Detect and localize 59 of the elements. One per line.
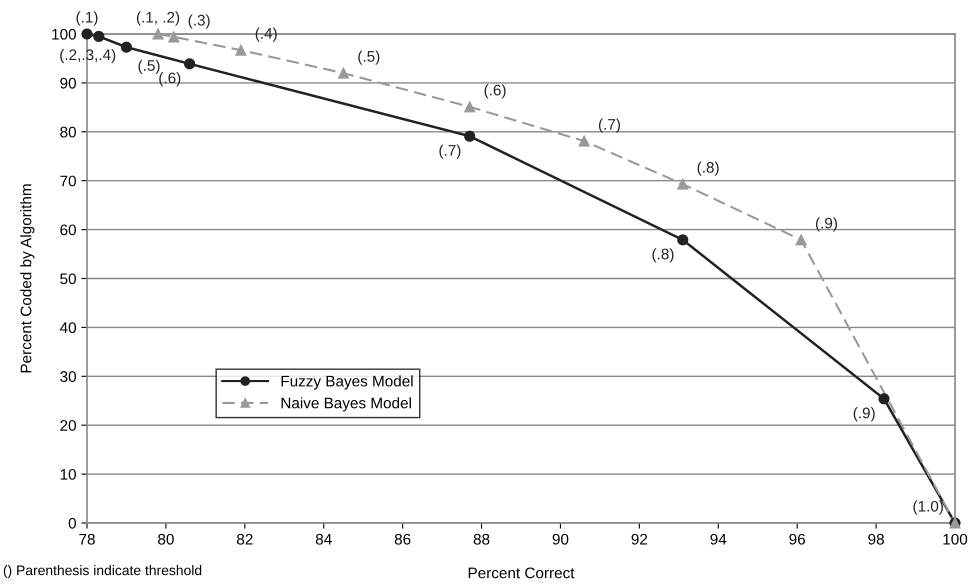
annotation: (.3) <box>188 14 210 29</box>
x-tick-label: 84 <box>316 534 332 545</box>
annotation: (.5) <box>358 50 380 65</box>
x-tick-label: 98 <box>868 534 884 545</box>
annotation: (.9) <box>816 217 837 232</box>
y-tick-label: 60 <box>60 224 76 236</box>
legend-label: Naive Bayes Model <box>282 397 411 412</box>
annotation: (.1, .2) <box>136 11 180 26</box>
point <box>152 28 164 40</box>
annotation: (.7) <box>439 144 460 159</box>
annotation: (.2,.3,.4) <box>60 48 116 64</box>
x-tick-label: 78 <box>79 534 95 545</box>
y-tick-label: 70 <box>60 176 76 186</box>
point <box>677 234 688 246</box>
annotation: (.4) <box>256 28 277 42</box>
x-tick-label: 82 <box>236 534 253 545</box>
annotation: (.1) <box>76 11 98 26</box>
point <box>578 136 590 147</box>
y-axis-title: Percent Coded by Algorithm <box>20 184 34 372</box>
legend-label: Fuzzy Bayes Model <box>282 375 413 390</box>
y-tick-label: 40 <box>60 322 76 334</box>
annotation: (.5) <box>138 60 160 74</box>
annotation: (.6) <box>484 84 506 99</box>
x-tick-label: 100 <box>943 534 968 545</box>
x-tick-label: 88 <box>474 534 490 545</box>
text: () Parenthesis indicate threshold <box>4 565 202 578</box>
y-tick-label: 30 <box>60 371 76 382</box>
point <box>184 58 196 70</box>
annotation: (.8) <box>652 248 674 262</box>
y-tick-label: 90 <box>60 78 76 89</box>
x-tick-label: 94 <box>710 534 726 545</box>
point <box>168 31 180 42</box>
annotation: (.6) <box>159 72 180 86</box>
point <box>235 44 246 56</box>
x-tick-label: 86 <box>394 534 410 545</box>
annotation: (1.0) <box>913 500 943 515</box>
y-tick-label: 100 <box>52 28 76 40</box>
annotation: (.7) <box>598 118 620 133</box>
y-tick-label: 50 <box>60 273 76 284</box>
point <box>464 130 476 142</box>
y-tick-label: 80 <box>60 126 76 138</box>
y-tick-label: 0 <box>68 518 76 529</box>
point <box>338 68 350 79</box>
x-tick-label: 80 <box>158 534 174 545</box>
point <box>81 28 93 40</box>
point <box>677 178 688 190</box>
annotation: (.9) <box>854 407 875 422</box>
y-tick-label: 20 <box>60 420 76 431</box>
point <box>878 393 890 404</box>
x-tick-label: 92 <box>632 534 648 545</box>
y-tick-label: 10 <box>60 468 76 480</box>
annotation: (.8) <box>698 162 719 176</box>
x-tick-label: 96 <box>789 534 806 545</box>
x-axis-title: Percent Correct <box>468 568 574 578</box>
x-tick-label: 90 <box>552 534 568 545</box>
point <box>93 30 104 42</box>
point <box>796 234 807 246</box>
point <box>120 42 132 53</box>
point <box>464 101 476 112</box>
